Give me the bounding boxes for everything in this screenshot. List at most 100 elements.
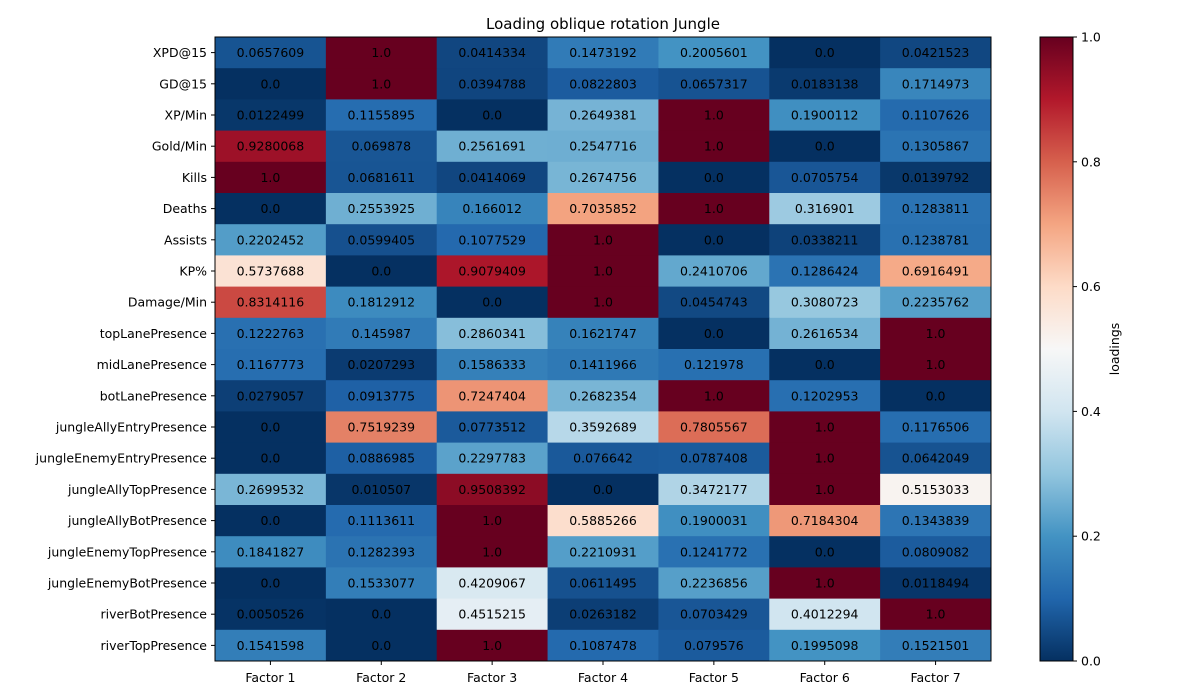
heatmap-cell [658,442,770,475]
cell-value-label: 0.2682354 [569,388,637,403]
heatmap-cell [658,380,770,412]
cell-value-label: 1.0 [815,420,835,435]
colorbar: 0.0 0.2 0.4 0.6 0.8 1.0 loadings [1039,30,1122,669]
heatmap-cell-labels: 0.0657609 1.0 0.0414334 0.1473192 0.2005601 0… [237,45,970,653]
y-tick-label: Kills [182,170,207,185]
heatmap-cell [658,224,770,256]
heatmap-cell [215,255,327,288]
cell-value-label: 0.2547716 [569,139,637,154]
cell-value-label: 0.2860341 [458,326,526,341]
cell-value-label: 0.0642049 [902,451,970,466]
x-tick-label: Factor 6 [800,670,850,685]
colorbar-tick-label: 0.4 [1081,404,1101,419]
cell-value-label: 0.0183138 [791,76,859,91]
heatmap-cell [880,411,992,444]
heatmap-cell [325,161,438,194]
heatmap-cell [215,411,327,444]
cell-value-label: 0.1176506 [902,420,970,435]
heatmap-cell [325,99,438,132]
cell-value-label: 0.0 [482,108,502,123]
cell-value-label: 0.0050526 [237,607,305,622]
heatmap-cell [436,130,549,163]
cell-value-label: 0.145987 [351,326,411,341]
heatmap-cell [215,193,327,225]
y-tick-label: jungleAllyEntryPresence [55,420,207,435]
cell-value-label: 0.2561691 [458,139,526,154]
heatmap-cell [547,130,659,163]
y-tick-label: midLanePresence [97,357,208,372]
cell-value-label: 0.0 [704,326,724,341]
cell-value-label: 0.0809082 [902,544,970,559]
cell-value-label: 0.0787408 [680,451,748,466]
cell-value-label: 0.010507 [351,482,411,497]
cell-value-label: 0.121978 [684,357,744,372]
cell-value-label: 0.0611495 [569,576,637,591]
heatmap-cell [325,193,438,225]
cell-value-label: 0.5737688 [237,264,305,279]
heatmap-cell [436,317,549,350]
cell-value-label: 0.1995098 [791,638,859,653]
colorbar-tick-label: 0.2 [1081,529,1101,544]
cell-value-label: 1.0 [704,108,724,123]
cell-value-label: 1.0 [926,357,946,372]
y-tick-label: topLanePresence [100,326,208,341]
heatmap-cell [658,536,770,568]
heatmap-cell [436,629,549,662]
heatmap-cell [658,37,770,69]
heatmap-cell [880,68,992,100]
heatmap-cell [215,37,327,69]
heatmap-cell [769,567,881,600]
heatmap-cell [436,349,549,381]
heatmap-cell [215,536,327,568]
heatmap-cell [215,473,327,506]
cell-value-label: 0.4209067 [458,576,526,591]
heatmap-cell [880,380,992,412]
cell-value-label: 0.0118494 [902,576,970,591]
y-tick-label: botLanePresence [100,388,208,403]
cell-value-label: 0.0122499 [237,108,305,123]
heatmap-cell [769,598,881,631]
cell-value-label: 0.1222763 [237,326,305,341]
y-tick-label: Assists [164,232,207,247]
cell-value-label: 1.0 [815,451,835,466]
cell-value-label: 0.6916491 [902,264,970,279]
cell-value-label: 0.0454743 [680,295,748,310]
y-tick-label: Damage/Min [128,295,207,310]
heatmap-cell [769,37,881,69]
y-tick-label: Deaths [163,201,207,216]
cell-value-label: 0.1900031 [680,513,748,528]
colorbar-tick-label: 0.0 [1081,654,1101,669]
cell-value-label: 0.1282393 [347,544,415,559]
cell-value-label: 0.7035852 [569,201,637,216]
heatmap-cell [658,567,770,600]
heatmap-cell [880,567,992,600]
cell-value-label: 1.0 [260,170,280,185]
heatmap-cell [547,442,659,475]
cell-value-label: 0.9280068 [237,139,305,154]
cell-value-label: 0.0 [371,264,391,279]
cell-value-label: 0.2616534 [791,326,859,341]
heatmap-cell [436,68,549,100]
cell-value-label: 0.0703429 [680,607,748,622]
cell-value-label: 0.0139792 [902,170,970,185]
cell-value-label: 0.1305867 [902,139,970,154]
heatmap-cell [658,473,770,506]
heatmap-cell [769,411,881,444]
heatmap-cell [436,161,549,194]
heatmap-cell [880,317,992,350]
cell-value-label: 0.1343839 [902,513,970,528]
cell-value-label: 0.3080723 [791,295,859,310]
heatmap-cell [325,536,438,568]
heatmap-cell [769,505,881,537]
heatmap-cell [325,598,438,631]
cell-value-label: 0.0 [815,357,835,372]
heatmap-cell [658,317,770,350]
heatmap-cell [547,37,659,69]
heatmap-cell [769,317,881,350]
cell-value-label: 0.2210931 [569,544,637,559]
heatmap-cell [658,99,770,132]
heatmap-cell [769,130,881,163]
heatmap-cell [436,411,549,444]
heatmap-cell [215,442,327,475]
colorbar-gradient [1039,36,1074,662]
